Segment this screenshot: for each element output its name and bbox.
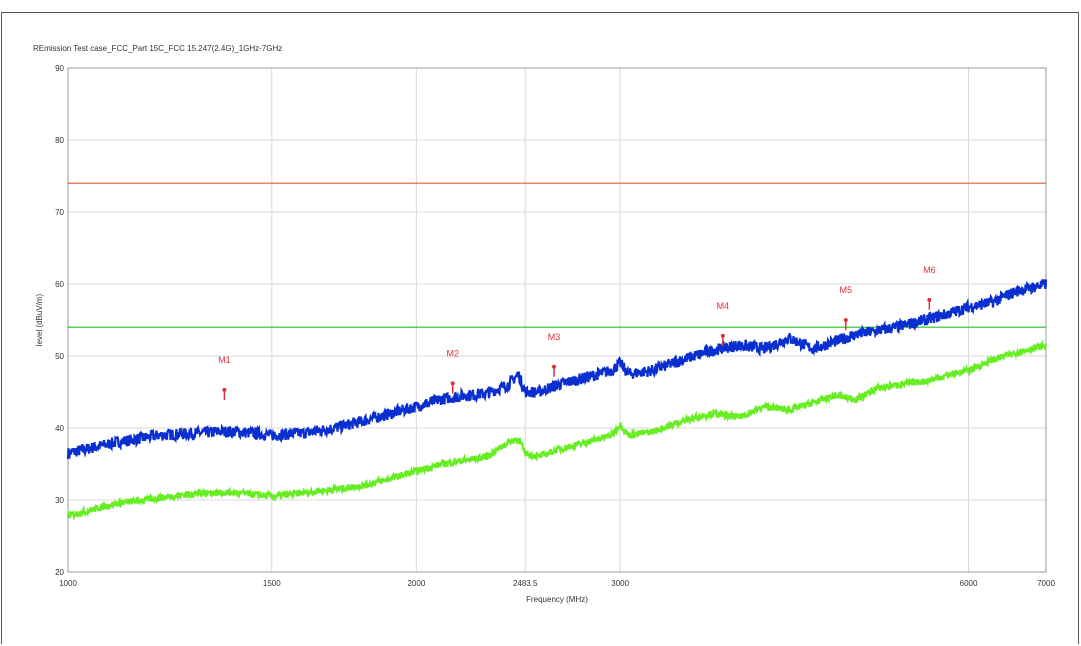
marker-point — [927, 297, 932, 302]
marker-point — [551, 364, 556, 369]
average-trace — [66, 339, 1048, 522]
x-tick-label: 7000 — [1037, 579, 1055, 588]
marker-point — [222, 387, 227, 392]
x-tick-label: 2483.5 — [513, 579, 538, 588]
grid — [67, 67, 1047, 573]
x-tick-label: 6000 — [960, 579, 978, 588]
marker-label: M6 — [923, 265, 936, 275]
y-tick-label: 30 — [55, 496, 64, 505]
x-axis-label: Frequency (MHz) — [526, 595, 588, 604]
marker-label: M2 — [446, 348, 459, 358]
markers: M1 M2 M3 M4 M5 M6 — [218, 265, 936, 400]
series — [66, 279, 1048, 522]
plot-border — [67, 67, 1047, 573]
marker-label: M1 — [218, 355, 231, 365]
peak-trace — [66, 279, 1048, 460]
marker-label: M5 — [840, 285, 853, 295]
marker-point — [720, 333, 725, 338]
y-tick-label: 40 — [55, 424, 64, 433]
y-tick-label: 80 — [55, 136, 64, 145]
x-tick-label: 2000 — [407, 579, 425, 588]
marker-label: M3 — [548, 332, 561, 342]
marker-label: M4 — [717, 301, 730, 311]
marker-point — [450, 381, 455, 386]
marker-point — [843, 318, 848, 322]
ticks: 20 30 40 50 60 70 80 90 1000 1500 2000 2483.5 3000 60… — [55, 64, 1055, 588]
y-tick-label: 50 — [55, 352, 64, 361]
y-axis-label: level (dBuV/m) — [35, 293, 44, 346]
y-tick-label: 60 — [55, 280, 64, 289]
x-tick-label: 3000 — [611, 579, 629, 588]
y-tick-label: 70 — [55, 208, 64, 217]
x-tick-label: 1000 — [59, 579, 77, 588]
x-tick-label: 1500 — [263, 579, 281, 588]
chart-frame — [1, 12, 1079, 644]
chart-title: REmission Test case_FCC_Part 15C_FCC 15.… — [33, 44, 283, 53]
limit-lines — [68, 182, 1046, 328]
y-tick-label: 90 — [55, 64, 64, 73]
y-tick-label: 20 — [55, 568, 64, 577]
